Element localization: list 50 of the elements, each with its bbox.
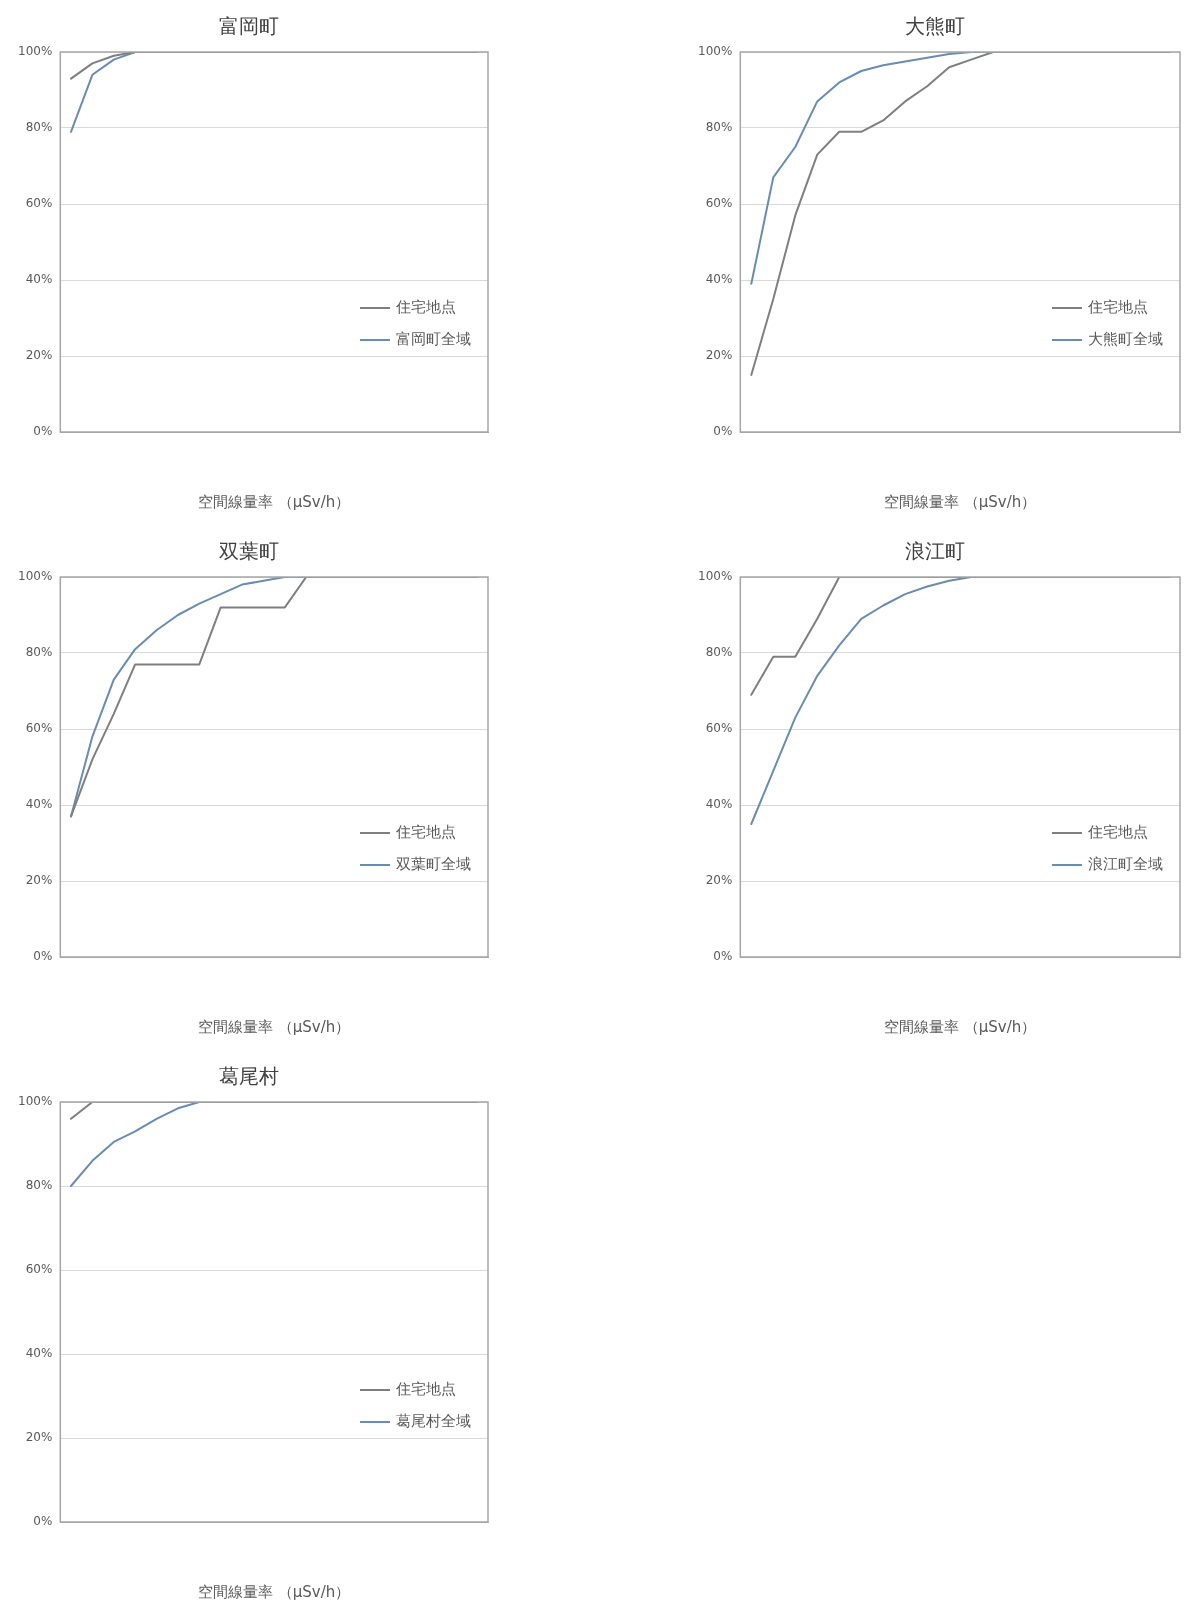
y-tick-label: 60% xyxy=(705,196,733,211)
y-tick-label: 20% xyxy=(705,348,733,363)
y-tick-label: 20% xyxy=(705,873,733,888)
y-tick-label: 0% xyxy=(33,424,53,439)
y-tick-label: 40% xyxy=(705,272,733,287)
chart-title: 富岡町 xyxy=(219,14,279,39)
chart-title: 葛尾村 xyxy=(219,1064,279,1089)
chart-title: 浪江町 xyxy=(905,539,965,564)
legend-label: 葛尾村全域 xyxy=(396,1411,471,1430)
y-tick-label: 0% xyxy=(713,949,733,964)
legend-label: 住宅地点 xyxy=(395,297,456,316)
y-tick-label: 20% xyxy=(25,348,53,363)
chart-title: 双葉町 xyxy=(219,539,279,564)
x-axis-title: 空間線量率 （μSv/h） xyxy=(198,1582,351,1601)
y-tick-label: 40% xyxy=(705,797,733,812)
x-axis-title: 空間線量率 （μSv/h） xyxy=(884,492,1037,511)
y-tick-label: 80% xyxy=(25,645,53,660)
y-tick-label: 0% xyxy=(33,1514,53,1529)
y-tick-label: 0% xyxy=(33,949,53,964)
y-tick-label: 20% xyxy=(25,1430,53,1445)
y-tick-label: 100% xyxy=(17,44,53,59)
x-axis-title: 空間線量率 （μSv/h） xyxy=(884,1017,1037,1036)
y-tick-label: 100% xyxy=(697,44,733,59)
y-tick-label: 100% xyxy=(697,569,733,584)
y-tick-label: 100% xyxy=(17,569,53,584)
legend-label: 住宅地点 xyxy=(1087,822,1148,841)
y-tick-label: 100% xyxy=(17,1094,53,1109)
y-tick-label: 60% xyxy=(25,1262,53,1277)
legend-label: 富岡町全域 xyxy=(396,329,471,348)
legend-label: 浪江町全域 xyxy=(1088,854,1163,873)
x-axis-title: 空間線量率 （μSv/h） xyxy=(198,492,351,511)
y-tick-label: 40% xyxy=(25,797,53,812)
legend-label: 住宅地点 xyxy=(395,822,456,841)
x-axis-title: 空間線量率 （μSv/h） xyxy=(198,1017,351,1036)
y-tick-label: 0% xyxy=(713,424,733,439)
legend-label: 住宅地点 xyxy=(395,1379,456,1398)
y-tick-label: 60% xyxy=(25,721,53,736)
chart-title: 大熊町 xyxy=(905,14,965,39)
y-tick-label: 80% xyxy=(705,120,733,135)
y-tick-label: 80% xyxy=(25,120,53,135)
y-tick-label: 40% xyxy=(25,1346,53,1361)
y-tick-label: 80% xyxy=(705,645,733,660)
legend-label: 双葉町全域 xyxy=(396,854,471,873)
legend-label: 住宅地点 xyxy=(1087,297,1148,316)
y-tick-label: 20% xyxy=(25,873,53,888)
y-tick-label: 40% xyxy=(25,272,53,287)
y-tick-label: 80% xyxy=(25,1178,53,1193)
y-tick-label: 60% xyxy=(705,721,733,736)
y-tick-label: 60% xyxy=(25,196,53,211)
legend-label: 大熊町全域 xyxy=(1088,329,1163,348)
